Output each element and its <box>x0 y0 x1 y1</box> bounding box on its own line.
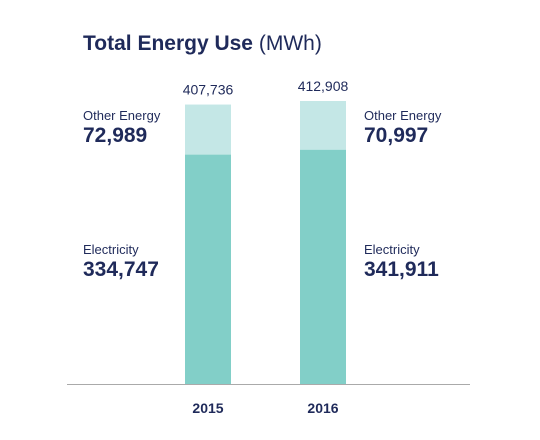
series-name-other-energy-2016: Other Energy <box>364 108 442 123</box>
value-other-energy-2015: 72,989 <box>83 124 148 147</box>
series-name-electricity-2016: Electricity <box>364 242 420 257</box>
total-label-2016: 412,908 <box>298 78 349 94</box>
series-name-electricity-2015: Electricity <box>83 242 139 257</box>
value-other-energy-2016: 70,997 <box>364 124 429 147</box>
label-other-energy-2015: Other Energy 72,989 <box>83 108 160 148</box>
bar-electricity-2015 <box>185 154 231 384</box>
chart-title-unit: (MWh) <box>258 32 322 55</box>
bar-other-energy-2016 <box>300 101 346 150</box>
bar-other-energy-2015 <box>185 104 231 155</box>
series-name-other-energy-2015: Other Energy <box>83 108 161 123</box>
chart-title: Total Energy Use (MWh) <box>83 32 322 56</box>
label-electricity-2016: Electricity 341,911 <box>364 242 439 282</box>
chart-title-main: Total Energy Use <box>83 32 253 55</box>
total-label-2015: 407,736 <box>183 82 234 98</box>
value-electricity-2015: 334,747 <box>83 258 159 281</box>
x-tick-label-2016: 2016 <box>307 400 338 416</box>
value-electricity-2016: 341,911 <box>364 258 439 281</box>
x-tick-label-2015: 2015 <box>192 400 223 416</box>
bar-electricity-2016 <box>300 149 346 384</box>
label-electricity-2015: Electricity 334,747 <box>83 242 159 282</box>
label-other-energy-2016: Other Energy 70,997 <box>364 108 441 148</box>
